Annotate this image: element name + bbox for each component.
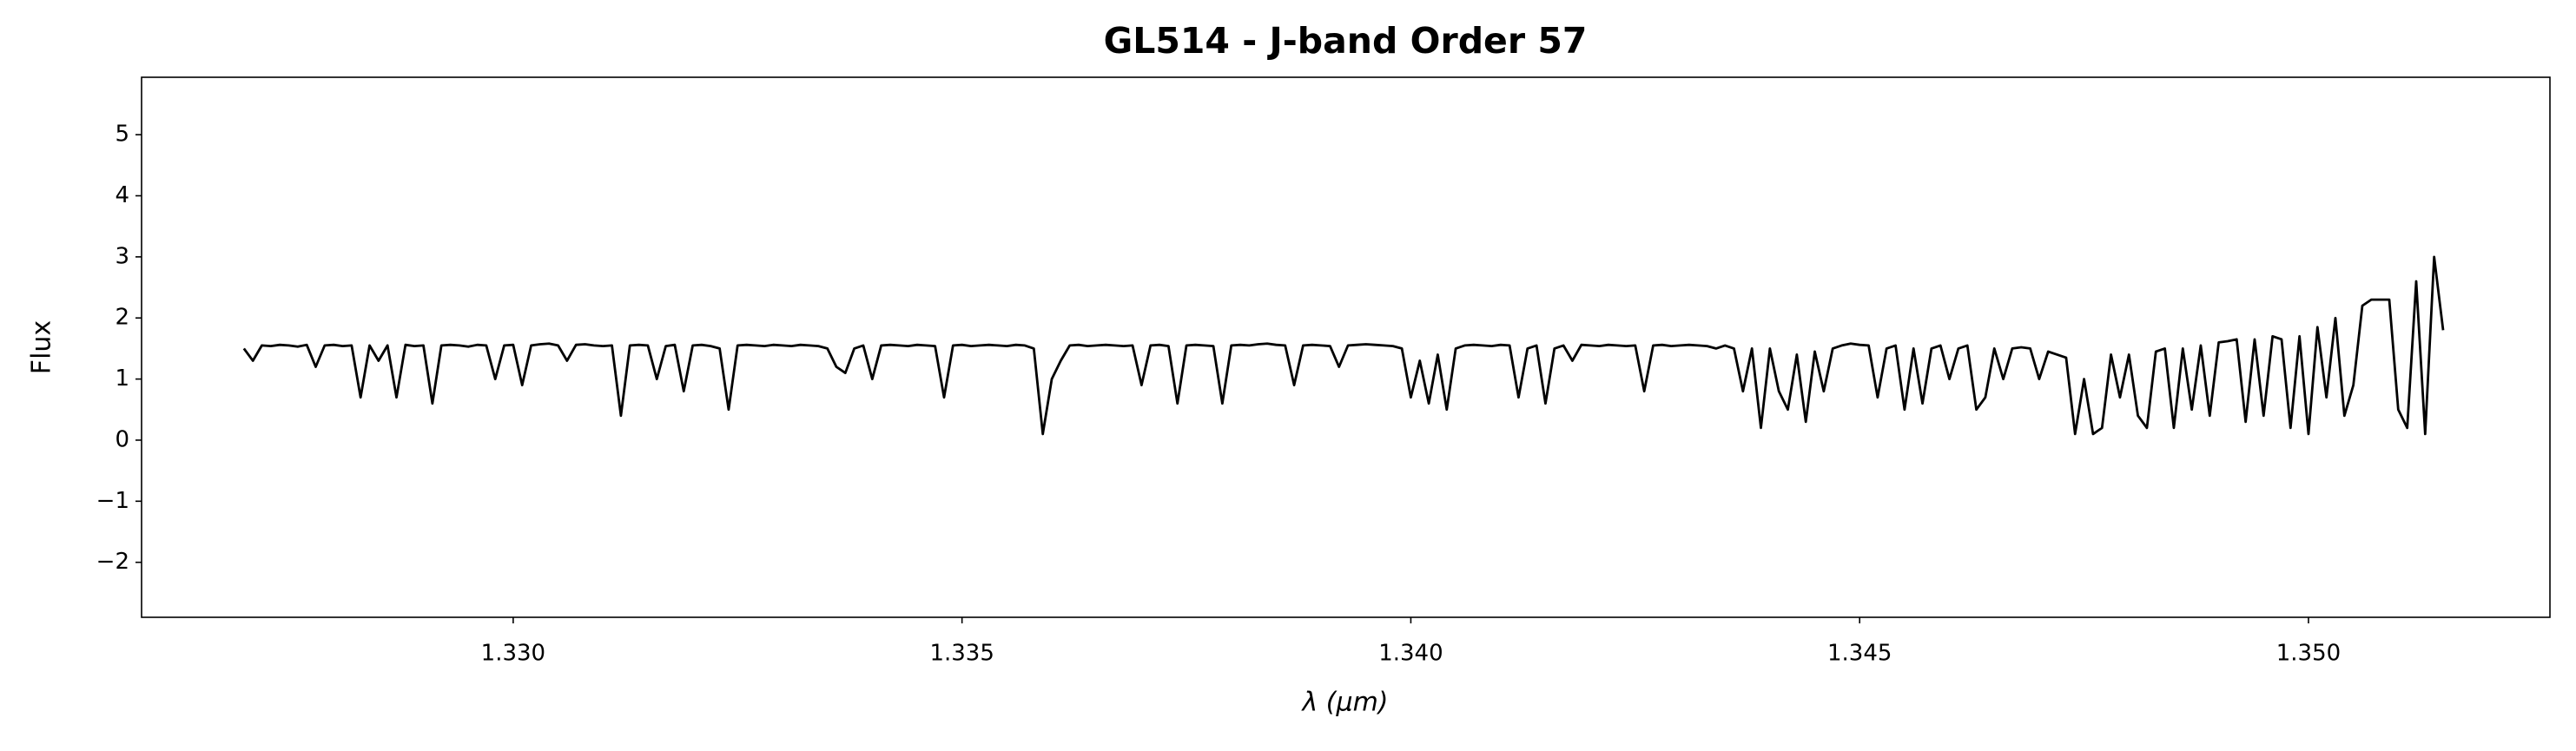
y-tick-label: 4	[115, 182, 129, 208]
x-tick-label: 1.340	[1378, 641, 1443, 667]
y-tick-label: 5	[115, 122, 129, 148]
y-tick-label: 0	[115, 426, 129, 452]
y-tick-label: 3	[115, 243, 129, 269]
chart-title: GL514 - J-band Order 57	[1104, 20, 1588, 62]
y-tick-label: −1	[96, 488, 129, 514]
y-tick-label: 2	[115, 305, 129, 331]
x-tick-label: 1.330	[481, 641, 545, 667]
x-axis-label: λ (μm)	[1300, 688, 1388, 718]
x-tick-label: 1.350	[2276, 641, 2341, 667]
spectrum-line	[242, 255, 2445, 436]
y-tick-label: 1	[115, 366, 129, 392]
y-axis-label: Flux	[27, 320, 57, 374]
x-tick-label: 1.345	[1827, 641, 1892, 667]
y-tick-label: −2	[96, 549, 129, 575]
x-tick-label: 1.335	[929, 641, 994, 667]
plot-frame	[141, 76, 2551, 618]
